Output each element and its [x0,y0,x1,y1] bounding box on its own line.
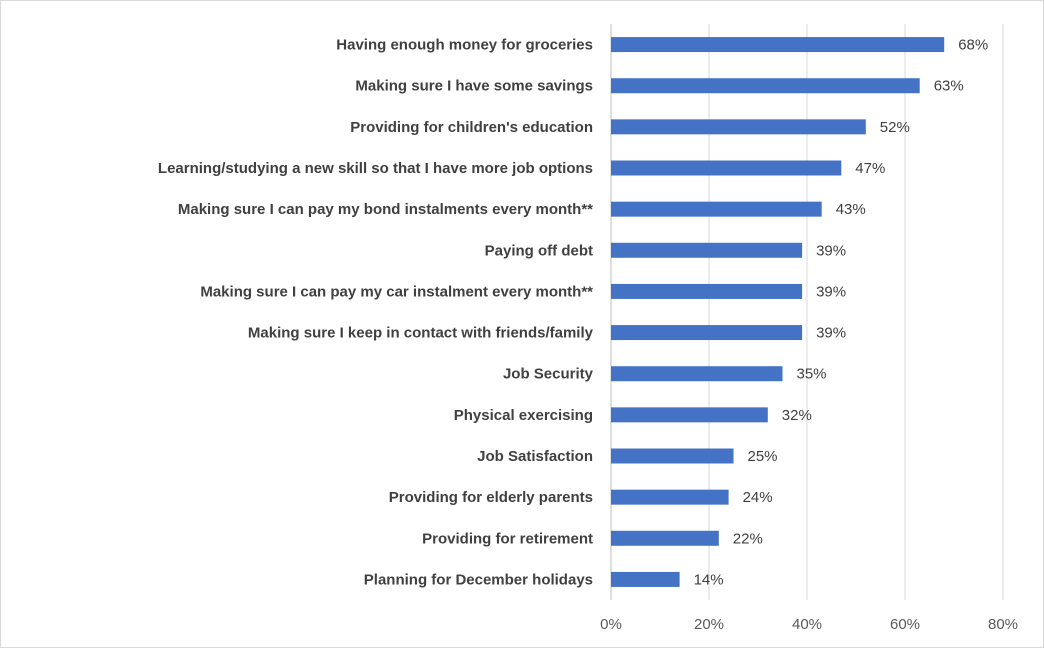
category-label: Learning/studying a new skill so that I … [158,160,593,177]
bar [611,119,866,135]
category-label: Making sure I have some savings [355,78,593,95]
category-label: Making sure I can pay my car instalment … [200,283,593,300]
bar [611,448,734,464]
category-label: Providing for retirement [422,530,593,547]
bar [611,366,783,382]
x-axis-ticks: 0% 20% 40% 60% 80% [600,616,1018,633]
data-label: 52% [880,119,910,136]
category-label: Having enough money for groceries [336,37,593,54]
x-tick-label: 80% [988,616,1018,633]
x-tick-label: 40% [792,616,822,633]
x-tick-label: 60% [890,616,920,633]
bar [611,530,719,546]
bar [611,242,803,258]
bar [611,78,920,94]
data-label: 63% [934,78,964,95]
bar [611,489,729,505]
category-label: Providing for elderly parents [389,489,593,506]
category-label: Paying off debt [485,242,593,259]
x-tick-label: 0% [600,616,622,633]
gridlines [610,24,1004,600]
bar [611,37,945,53]
data-label: 32% [782,407,812,424]
data-label: 35% [797,366,827,383]
data-label: 68% [958,37,988,54]
category-label: Making sure I keep in contact with frien… [248,325,594,342]
bar [611,201,822,217]
data-label: 39% [816,242,846,259]
category-label: Planning for December holidays [364,571,593,588]
category-label: Making sure I can pay my bond instalment… [178,201,593,218]
data-label: 24% [743,489,773,506]
bars [611,37,945,587]
data-label: 47% [855,160,885,177]
category-label: Physical exercising [454,407,593,424]
data-label: 39% [816,283,846,300]
bar [611,283,803,299]
bar [611,325,803,341]
data-label: 25% [748,448,778,465]
category-label: Job Security [503,366,594,383]
data-label: 39% [816,325,846,342]
data-label: 14% [694,571,724,588]
category-label: Providing for children's education [350,119,593,136]
bar [611,160,842,176]
x-tick-label: 20% [694,616,724,633]
data-labels: 68% 63% 52% 47% 43% 39% 39% 39% 35% 32% 25% 24% 22% 1… [694,37,989,589]
bar [611,407,768,423]
category-label: Job Satisfaction [477,448,593,465]
category-labels: Having enough money for groceries Making … [158,37,594,589]
data-label: 43% [836,201,866,218]
data-label: 22% [733,530,763,547]
bar [611,571,680,587]
